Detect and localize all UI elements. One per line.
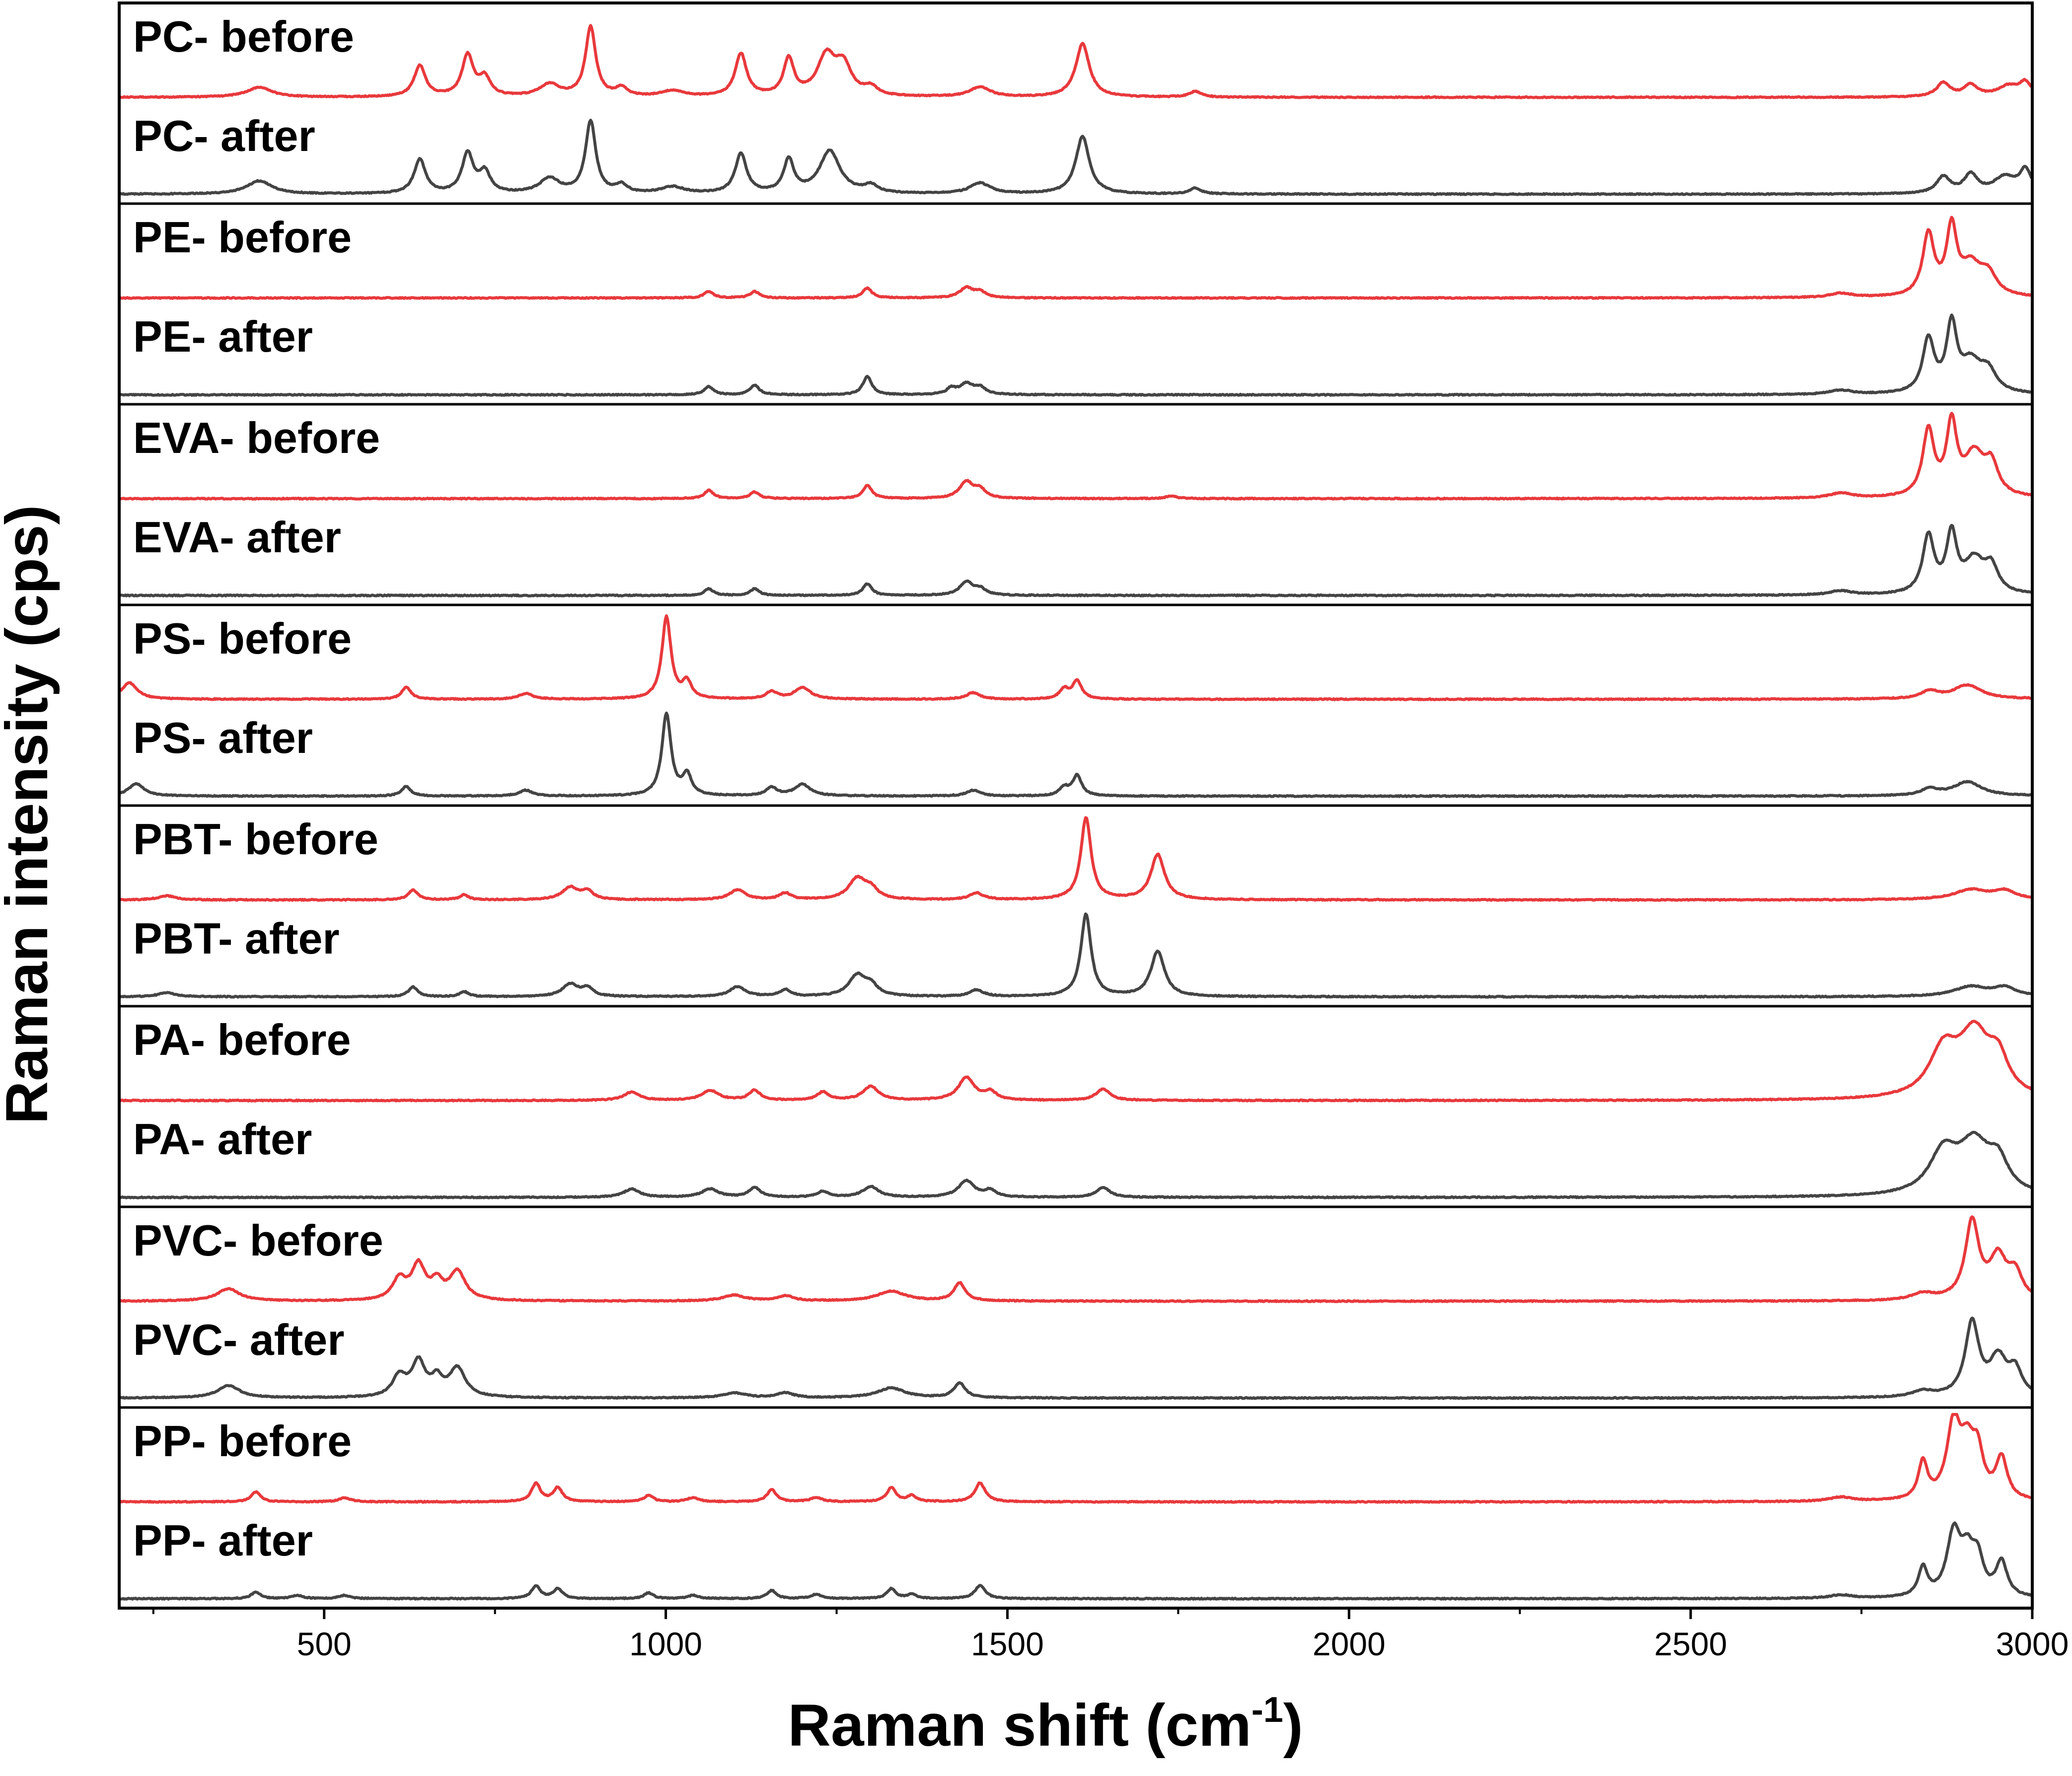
series-label-pe-before: PE- before	[133, 213, 352, 262]
x-tick-label: 2500	[1654, 1626, 1727, 1662]
series-line-pbt-after	[118, 912, 2032, 999]
panel-pbt: PBT- before PBT- after	[118, 804, 2033, 999]
x-tick-label: 1500	[971, 1626, 1044, 1662]
series-label-pc-before: PC- before	[133, 12, 354, 61]
series-line-ps-before	[118, 614, 2032, 701]
panel-pc: PC- before PC- after	[118, 12, 2033, 196]
series-label-pbt-before: PBT- before	[133, 814, 378, 864]
series-line-ps-after	[118, 711, 2032, 798]
series-line-pp-after	[118, 1521, 2032, 1601]
series-label-pvc-after: PVC- after	[133, 1315, 344, 1364]
plot-frame	[118, 1, 2034, 1610]
series-line-pc-before	[118, 24, 2033, 99]
x-tick-label: 2000	[1313, 1626, 1386, 1662]
series-label-pp-before: PP- before	[133, 1416, 352, 1466]
y-axis-title: Raman intensity (cps)	[0, 505, 60, 1124]
x-tick-label: 1000	[629, 1626, 702, 1662]
series-line-pp-before	[119, 1413, 2032, 1504]
x-tick-label: 3000	[1996, 1626, 2069, 1662]
series-label-pa-before: PA- before	[133, 1015, 351, 1064]
series-line-eva-after	[118, 523, 2032, 597]
series-label-ps-after: PS- after	[133, 713, 313, 762]
series-label-pa-after: PA- after	[133, 1114, 312, 1164]
series-line-pa-after	[119, 1130, 2033, 1199]
series-line-pa-before	[118, 1020, 2032, 1103]
series-label-eva-before: EVA- before	[133, 413, 380, 462]
series-line-pe-before	[119, 216, 2033, 300]
series-label-ps-before: PS- before	[133, 614, 352, 663]
series-label-pe-after: PE- after	[133, 312, 313, 361]
panel-ps: PS- before PS- after	[118, 603, 2032, 798]
panel-pp: PP- before PP- after	[118, 1406, 2032, 1601]
series-line-pc-after	[119, 119, 2033, 196]
series-label-eva-after: EVA- after	[133, 513, 341, 562]
series-label-pvc-before: PVC- before	[133, 1216, 383, 1265]
panel-pvc: PVC- before PVC- after	[118, 1205, 2033, 1400]
series-line-pvc-before	[118, 1215, 2033, 1303]
chart-panels: PC- before PC- after PE- before PE- after EV…	[118, 1, 2034, 1610]
series-label-pbt-after: PBT- after	[133, 914, 340, 963]
series-label-pp-after: PP- after	[133, 1516, 313, 1565]
x-axis: 500 1000 1500 2000 2500 3000	[152, 1608, 2069, 1662]
series-line-eva-before	[118, 412, 2033, 501]
panel-pa: PA- before PA- after	[118, 1005, 2033, 1199]
panel-eva: EVA- before EVA- after	[118, 403, 2033, 597]
x-axis-title: Raman shift (cm-1)	[788, 1690, 1303, 1759]
series-line-pbt-before	[119, 816, 2033, 902]
series-line-pvc-after	[119, 1316, 2032, 1400]
series-label-pc-after: PC- after	[133, 111, 315, 160]
x-tick-label: 500	[297, 1626, 352, 1662]
series-line-pe-after	[119, 313, 2032, 397]
panel-pe: PE- before PE- after	[119, 202, 2033, 397]
